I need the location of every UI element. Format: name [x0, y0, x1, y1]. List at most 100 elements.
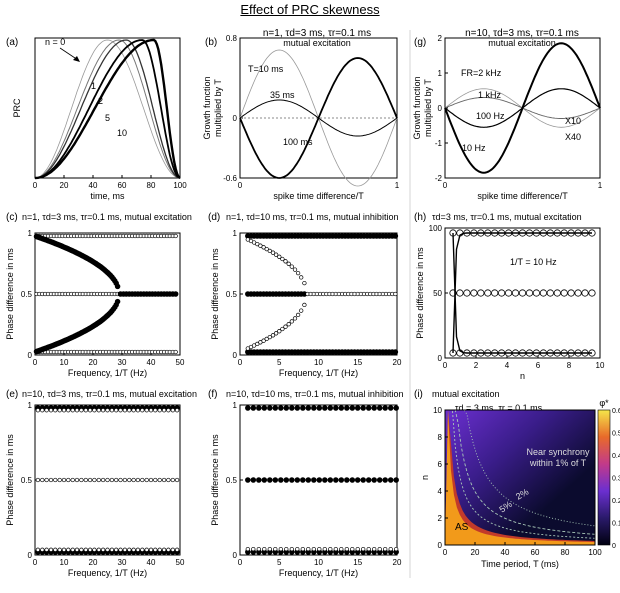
y-tick-label: 2 — [438, 34, 443, 43]
panel-letter: (a) — [6, 37, 18, 48]
data-point — [311, 546, 316, 552]
panel-letter: (i) — [414, 389, 423, 400]
data-point — [66, 477, 71, 483]
panel-subtitle: τd = 3 ms, τr = 0.1 ms — [455, 403, 543, 413]
data-point — [122, 477, 128, 483]
data-point — [327, 405, 334, 411]
data-point — [122, 547, 128, 552]
data-point — [79, 477, 84, 483]
contour-line — [449, 409, 596, 527]
x-tick-label: 5 — [277, 558, 282, 567]
data-point — [96, 477, 101, 483]
annotation: AS — [455, 522, 469, 533]
x-axis-label: time, ms — [90, 191, 125, 201]
y-tick-label: 50 — [433, 289, 442, 298]
data-point — [87, 547, 93, 552]
data-point — [295, 546, 300, 552]
x-tick-label: 20 — [393, 558, 402, 567]
x-axis-label: n — [520, 371, 525, 381]
data-point — [360, 405, 366, 411]
y-tick-label: 1 — [233, 401, 238, 410]
data-point — [344, 546, 349, 552]
data-point — [539, 289, 548, 297]
data-point — [350, 546, 355, 552]
x-tick-label: 0 — [443, 548, 448, 557]
y-axis-label: n — [420, 475, 430, 480]
x-tick-label: 0 — [443, 181, 448, 190]
data-point — [148, 477, 154, 483]
data-point — [74, 408, 80, 413]
data-point — [127, 477, 132, 483]
y-axis-label: Phase difference in ms — [5, 434, 15, 526]
x-axis-label: Time period, T (ms) — [481, 559, 559, 569]
data-point — [267, 477, 273, 483]
data-point — [140, 477, 145, 483]
data-point — [109, 547, 115, 552]
y-tick-label: 2 — [438, 514, 443, 523]
data-point — [354, 477, 361, 483]
panel-subtitle: mutual excitation — [488, 38, 556, 48]
data-point — [278, 405, 284, 411]
panel-title: n=10, τd=10 ms, τr=0.1 ms, mutual inhibi… — [226, 389, 403, 399]
data-point — [157, 408, 162, 413]
data-point — [83, 408, 88, 413]
data-point — [283, 324, 288, 329]
data-point — [66, 408, 71, 413]
data-point — [57, 547, 62, 552]
data-point — [316, 405, 323, 411]
data-point — [361, 546, 366, 552]
y-tick-label: -2 — [435, 174, 443, 183]
data-point — [302, 302, 307, 308]
data-point — [122, 408, 128, 413]
data-point — [61, 408, 67, 413]
data-point — [135, 408, 141, 413]
data-point — [371, 405, 377, 411]
prc-curve — [34, 39, 181, 179]
data-point — [57, 408, 62, 413]
axes-frame — [34, 37, 181, 179]
x-tick-label: 5 — [277, 358, 282, 367]
data-point — [546, 289, 554, 297]
axes-frame — [239, 37, 398, 179]
y-axis-label: Phase difference in ms — [415, 247, 425, 339]
heatmap-region-as — [445, 410, 595, 545]
x-tick-label: 20 — [471, 548, 480, 557]
data-point — [344, 405, 350, 411]
data-point — [100, 408, 106, 413]
data-point — [349, 477, 356, 483]
data-point — [105, 477, 110, 483]
x-axis-label: Frequency, 1/T (Hz) — [68, 568, 147, 578]
x-tick-label: 0 — [33, 358, 38, 367]
data-point — [53, 547, 58, 552]
x-tick-label: 0 — [238, 558, 243, 567]
data-point — [40, 477, 45, 483]
y-tick-label: 0 — [438, 541, 443, 550]
data-point — [144, 408, 149, 413]
x-tick-label: 10 — [60, 358, 69, 367]
data-point — [79, 547, 84, 552]
data-point — [393, 291, 398, 297]
panel-letter: (f) — [208, 389, 217, 400]
series-label: 100 Hz — [476, 111, 505, 121]
data-point — [262, 546, 267, 552]
y-tick-label: 10 — [433, 406, 442, 415]
series-label: FR=2 kHz — [461, 68, 502, 78]
data-point — [366, 546, 371, 552]
data-point — [61, 477, 67, 483]
y-tick-label: 0 — [233, 551, 238, 560]
data-point — [48, 477, 54, 483]
data-point — [153, 408, 158, 413]
x-tick-label: 20 — [60, 181, 69, 190]
x-tick-label: 4 — [505, 361, 510, 370]
data-point — [317, 546, 322, 552]
data-point — [322, 405, 328, 411]
contour-line — [449, 409, 596, 539]
x-tick-label: 10 — [596, 361, 605, 370]
data-point — [518, 289, 527, 297]
data-point — [48, 547, 54, 552]
data-point — [294, 405, 301, 411]
data-point — [261, 477, 268, 483]
data-point — [173, 349, 178, 355]
data-point — [567, 289, 575, 297]
series-label: 1 — [91, 81, 96, 91]
